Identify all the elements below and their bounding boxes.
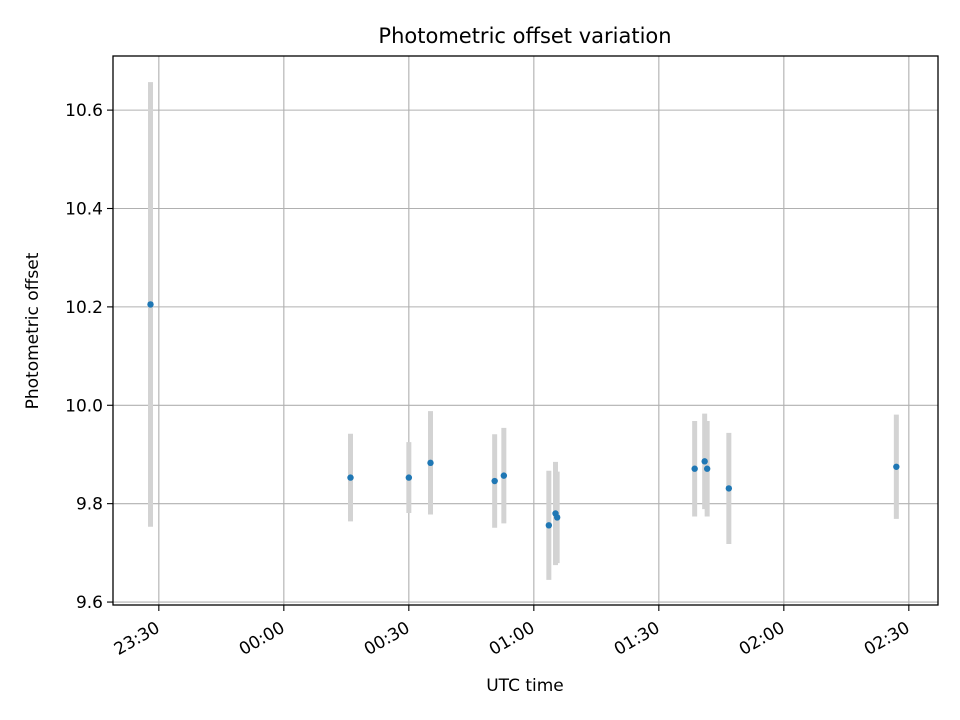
data-point: [427, 459, 434, 467]
data-point: [491, 477, 498, 485]
grid: [113, 56, 938, 605]
data-point: [553, 514, 561, 521]
data-point: [405, 474, 413, 481]
y-axis-ticks: 9.6 9.8 10.0 10.2 10.4 10.6: [65, 101, 113, 613]
y-axis-label: Photometric offset: [23, 252, 43, 409]
y-tick-label: 9.6: [76, 593, 103, 613]
x-axis-label: UTC time: [486, 676, 564, 696]
y-tick-label: 10.6: [65, 101, 103, 121]
data-point: [703, 465, 711, 472]
y-tick-label: 9.8: [76, 495, 103, 515]
y-tick-label: 10.2: [65, 298, 103, 318]
data-point: [893, 463, 900, 470]
y-tick-label: 10.0: [65, 396, 103, 416]
data-point: [500, 472, 508, 479]
plot-frame: [112, 55, 939, 606]
data-point: [725, 485, 733, 492]
chart-title: Photometric offset variation: [378, 24, 671, 48]
data-point: [545, 522, 553, 529]
data-point: [701, 458, 708, 465]
data-point: [147, 301, 154, 308]
y-tick-label: 10.4: [65, 200, 103, 220]
data-points: [147, 301, 900, 529]
data-point: [347, 474, 354, 481]
data-point: [691, 465, 698, 472]
